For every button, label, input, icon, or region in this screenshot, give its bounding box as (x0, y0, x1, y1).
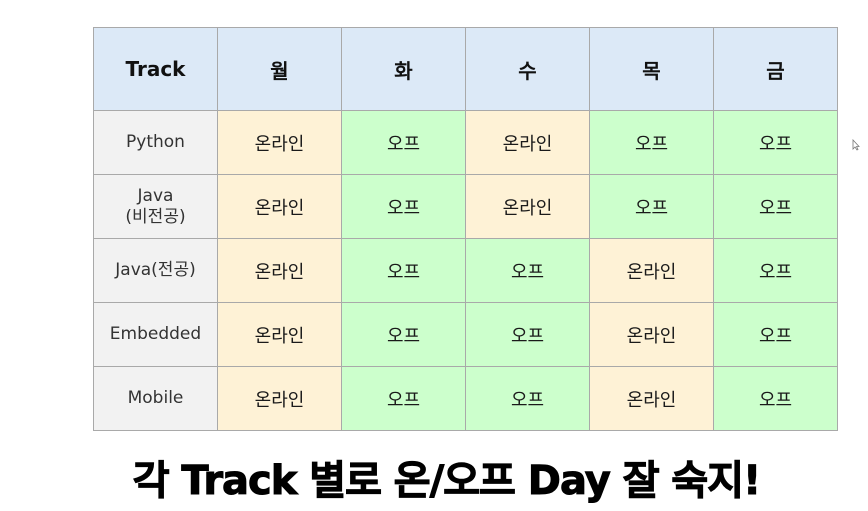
header-day-thu: 목 (589, 27, 714, 111)
table-row: Java (비전공) 온라인 오프 온라인 오프 오프 (93, 174, 838, 239)
status-cell-online: 온라인 (217, 174, 342, 239)
status-cell-online: 온라인 (589, 302, 714, 367)
status-cell-offline: 오프 (713, 110, 838, 175)
track-name: Java(전공) (93, 238, 218, 303)
status-cell-online: 온라인 (217, 110, 342, 175)
status-cell-offline: 오프 (465, 366, 590, 431)
status-cell-online: 온라인 (465, 174, 590, 239)
status-cell-online: 온라인 (589, 366, 714, 431)
status-cell-offline: 오프 (341, 174, 466, 239)
status-cell-online: 온라인 (465, 110, 590, 175)
status-cell-online: 온라인 (589, 238, 714, 303)
track-name: Java (비전공) (93, 174, 218, 239)
status-cell-online: 온라인 (217, 238, 342, 303)
table-row: Embedded 온라인 오프 오프 온라인 오프 (93, 302, 838, 367)
header-day-tue: 화 (341, 27, 466, 111)
status-cell-offline: 오프 (465, 302, 590, 367)
status-cell-offline: 오프 (465, 238, 590, 303)
status-cell-offline: 오프 (341, 302, 466, 367)
status-cell-offline: 오프 (713, 366, 838, 431)
header-day-fri: 금 (713, 27, 838, 111)
header-row: Track 월 화 수 목 금 (93, 27, 838, 111)
header-day-mon: 월 (217, 27, 342, 111)
caption-text: 각 Track 별로 온/오프 Day 잘 숙지! (132, 458, 762, 505)
status-cell-offline: 오프 (713, 302, 838, 367)
status-cell-online: 온라인 (217, 366, 342, 431)
status-cell-offline: 오프 (341, 238, 466, 303)
status-cell-offline: 오프 (713, 238, 838, 303)
header-track: Track (93, 27, 218, 111)
schedule-table: Track 월 화 수 목 금 Python 온라인 오프 온라인 오프 오프 Java (… (93, 27, 838, 431)
status-cell-offline: 오프 (341, 366, 466, 431)
table-row: Mobile 온라인 오프 오프 온라인 오프 (93, 366, 838, 431)
track-name: Python (93, 110, 218, 175)
status-cell-offline: 오프 (713, 174, 838, 239)
header-day-wed: 수 (465, 27, 590, 111)
status-cell-offline: 오프 (341, 110, 466, 175)
status-cell-online: 온라인 (217, 302, 342, 367)
track-name: Embedded (93, 302, 218, 367)
mouse-pointer-icon (852, 139, 860, 151)
table-row: Python 온라인 오프 온라인 오프 오프 (93, 110, 838, 175)
table-row: Java(전공) 온라인 오프 오프 온라인 오프 (93, 238, 838, 303)
status-cell-offline: 오프 (589, 110, 714, 175)
status-cell-offline: 오프 (589, 174, 714, 239)
track-name: Mobile (93, 366, 218, 431)
